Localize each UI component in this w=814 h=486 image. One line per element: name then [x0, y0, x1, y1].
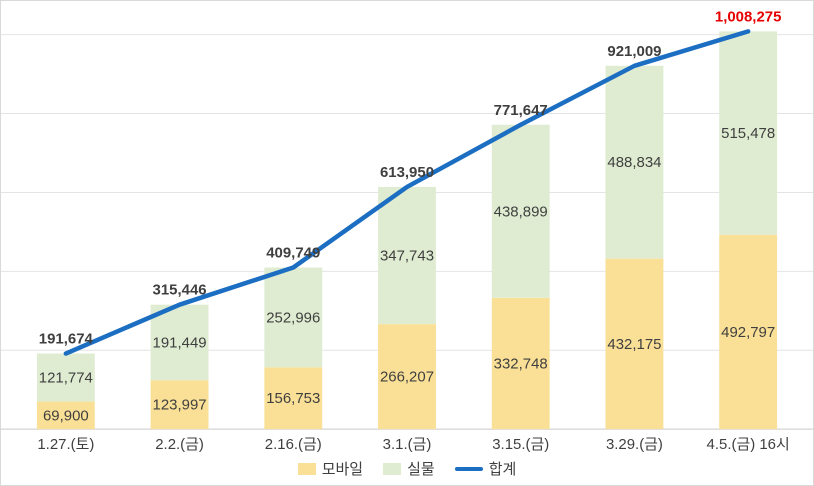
bar-label-mobile: 492,797	[721, 324, 775, 341]
total-label: 1,008,275	[715, 8, 782, 25]
bar-segment-physical	[150, 304, 209, 381]
total-line	[63, 29, 751, 356]
bar-segment-physical	[36, 353, 95, 402]
bar-label-physical: 121,774	[39, 370, 93, 387]
category-label: 2.16.(금)	[265, 436, 322, 453]
bar-label-mobile: 266,207	[380, 369, 434, 386]
category-label: 3.1.(금)	[383, 436, 432, 453]
bar-label-mobile: 69,900	[43, 407, 89, 424]
category-label: 1.27.(토)	[37, 436, 94, 453]
bar-segment-mobile	[264, 367, 323, 430]
category-label: 3.15.(금)	[492, 436, 549, 453]
chart-legend: 모바일 실물 합계	[1, 458, 813, 479]
bar-label-mobile: 332,748	[494, 355, 548, 372]
total-label: 771,647	[494, 102, 548, 119]
legend-item-합계: 합계	[454, 458, 517, 479]
bar-segment-physical	[264, 267, 323, 368]
bar-segment-mobile	[36, 401, 95, 430]
legend-label: 모바일	[321, 461, 364, 478]
bar-label-mobile: 123,997	[153, 397, 207, 414]
chart-canvas: 69,900 121,774 123,997 191,449 156,753 252,99…	[1, 8, 813, 453]
total-label: 315,446	[153, 282, 207, 299]
legend-item-실물: 실물	[383, 458, 435, 479]
bar-label-physical: 191,449	[153, 334, 207, 351]
bar-segment-physical	[605, 65, 664, 259]
bar-segment-physical	[378, 186, 436, 325]
legend-label: 실물	[407, 461, 435, 478]
legend-line-swatch	[454, 466, 483, 471]
bar-segment-mobile	[378, 324, 436, 430]
legend-item-모바일: 모바일	[297, 458, 364, 479]
bar-label-physical: 488,834	[607, 154, 661, 171]
bar-label-mobile: 156,753	[266, 390, 320, 407]
category-label: 2.2.(금)	[155, 436, 204, 453]
bar-segment-mobile	[150, 380, 209, 430]
category-label: 4.5.(금) 16시	[707, 436, 790, 453]
legend-label: 합계	[488, 461, 517, 478]
bar-label-physical: 347,743	[380, 248, 434, 265]
bar-label-physical: 252,996	[266, 309, 320, 326]
bar-segment-physical	[719, 31, 778, 235]
category-label: 3.29.(금)	[606, 436, 663, 453]
total-label: 613,950	[380, 164, 434, 181]
total-label: 921,009	[607, 43, 661, 60]
total-label: 409,749	[266, 245, 320, 262]
legend-color-swatch	[383, 462, 402, 475]
total-label: 191,674	[39, 331, 94, 348]
bar-segment-physical	[491, 124, 550, 298]
bar-segment-mobile	[491, 297, 550, 430]
bar-label-mobile: 432,175	[607, 336, 661, 353]
bar-label-physical: 438,899	[494, 203, 548, 220]
bar-label-physical: 515,478	[721, 125, 775, 142]
bar-segment-mobile	[605, 258, 664, 430]
bar-segment-mobile	[719, 234, 778, 430]
legend-color-swatch	[297, 462, 316, 475]
